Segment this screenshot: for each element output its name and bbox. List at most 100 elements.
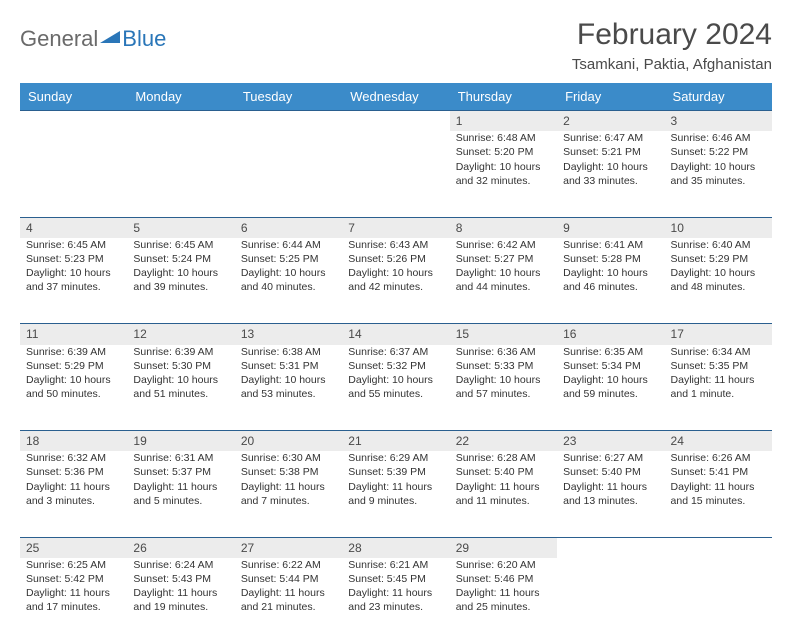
day-cell [127,131,234,217]
day-number: 15 [450,324,557,345]
daylight2-text: and 5 minutes. [133,494,228,508]
day-cell: Sunrise: 6:22 AMSunset: 5:44 PMDaylight:… [235,558,342,644]
daylight2-text: and 50 minutes. [26,387,121,401]
day-number [20,111,127,132]
daylight2-text: and 57 minutes. [456,387,551,401]
day-number: 12 [127,324,234,345]
sunset-text: Sunset: 5:28 PM [563,252,658,266]
day-number: 11 [20,324,127,345]
day-cell: Sunrise: 6:45 AMSunset: 5:24 PMDaylight:… [127,238,234,324]
day-number: 10 [665,217,772,238]
daylight2-text: and 53 minutes. [241,387,336,401]
weekday-header: Wednesday [342,83,449,111]
daylight1-text: Daylight: 10 hours [456,266,551,280]
sunrise-text: Sunrise: 6:41 AM [563,238,658,252]
daylight1-text: Daylight: 10 hours [563,266,658,280]
sunset-text: Sunset: 5:25 PM [241,252,336,266]
daylight2-text: and 11 minutes. [456,494,551,508]
sunset-text: Sunset: 5:20 PM [456,145,551,159]
day-cell [20,131,127,217]
sunset-text: Sunset: 5:22 PM [671,145,766,159]
sunset-text: Sunset: 5:40 PM [563,465,658,479]
day-cell [235,131,342,217]
day-cell: Sunrise: 6:41 AMSunset: 5:28 PMDaylight:… [557,238,664,324]
sunrise-text: Sunrise: 6:21 AM [348,558,443,572]
daylight2-text: and 7 minutes. [241,494,336,508]
day-cell: Sunrise: 6:36 AMSunset: 5:33 PMDaylight:… [450,345,557,431]
sunrise-text: Sunrise: 6:34 AM [671,345,766,359]
daylight1-text: Daylight: 10 hours [563,373,658,387]
day-number [557,537,664,558]
logo-text-blue: Blue [122,26,166,52]
detail-row: Sunrise: 6:45 AMSunset: 5:23 PM Daylight:… [20,238,772,324]
sunrise-text: Sunrise: 6:39 AM [26,345,121,359]
day-number: 3 [665,111,772,132]
day-number: 19 [127,431,234,452]
sunrise-text: Sunrise: 6:44 AM [241,238,336,252]
day-cell: Sunrise: 6:20 AMSunset: 5:46 PMDaylight:… [450,558,557,644]
daylight1-text: Daylight: 11 hours [133,586,228,600]
day-cell: Sunrise: 6:32 AMSunset: 5:36 PMDaylight:… [20,451,127,537]
day-number: 17 [665,324,772,345]
detail-row: Sunrise: 6:48 AMSunset: 5:20 PMDaylight:… [20,131,772,217]
day-number [127,111,234,132]
weekday-header: Monday [127,83,234,111]
daylight2-text: and 19 minutes. [133,600,228,614]
sunrise-text: Sunrise: 6:45 AM [26,238,121,252]
daylight1-text: Daylight: 11 hours [563,480,658,494]
day-cell: Sunrise: 6:38 AMSunset: 5:31 PMDaylight:… [235,345,342,431]
daylight2-text: and 9 minutes. [348,494,443,508]
daylight2-text: and 33 minutes. [563,174,658,188]
day-cell: Sunrise: 6:46 AMSunset: 5:22 PMDaylight:… [665,131,772,217]
daylight1-text: Daylight: 10 hours [348,373,443,387]
sunrise-text: Sunrise: 6:24 AM [133,558,228,572]
day-cell [665,558,772,644]
daylight2-text: and 59 minutes. [563,387,658,401]
day-number: 22 [450,431,557,452]
day-number: 9 [557,217,664,238]
daylight2-text: and 46 minutes. [563,280,658,294]
header: General Blue February 2024 Tsamkani, Pak… [20,18,772,73]
day-cell: Sunrise: 6:44 AMSunset: 5:25 PMDaylight:… [235,238,342,324]
detail-row: Sunrise: 6:25 AMSunset: 5:42 PMDaylight:… [20,558,772,644]
sunrise-text: Sunrise: 6:32 AM [26,451,121,465]
daylight2-text: and 55 minutes. [348,387,443,401]
logo: General Blue [20,18,166,52]
logo-text-general: General [20,26,98,52]
sunrise-text: Sunrise: 6:26 AM [671,451,766,465]
daylight1-text: Daylight: 10 hours [671,160,766,174]
sunset-text: Sunset: 5:40 PM [456,465,551,479]
day-number: 2 [557,111,664,132]
day-number: 14 [342,324,449,345]
sunset-text: Sunset: 5:41 PM [671,465,766,479]
sunrise-text: Sunrise: 6:28 AM [456,451,551,465]
sunrise-text: Sunrise: 6:30 AM [241,451,336,465]
day-cell: Sunrise: 6:47 AMSunset: 5:21 PMDaylight:… [557,131,664,217]
daynum-row: 11121314151617 [20,324,772,345]
sunset-text: Sunset: 5:33 PM [456,359,551,373]
sunset-text: Sunset: 5:23 PM [26,252,121,266]
day-number: 23 [557,431,664,452]
day-number: 13 [235,324,342,345]
sunset-text: Sunset: 5:29 PM [26,359,121,373]
daynum-row: 18192021222324 [20,431,772,452]
daylight1-text: Daylight: 11 hours [456,586,551,600]
day-cell: Sunrise: 6:43 AMSunset: 5:26 PMDaylight:… [342,238,449,324]
sunset-text: Sunset: 5:36 PM [26,465,121,479]
sunset-text: Sunset: 5:37 PM [133,465,228,479]
logo-triangle-icon [100,29,120,50]
day-cell: Sunrise: 6:26 AMSunset: 5:41 PMDaylight:… [665,451,772,537]
weekday-header: Friday [557,83,664,111]
daynum-row: 2526272829 [20,537,772,558]
sunset-text: Sunset: 5:35 PM [671,359,766,373]
day-cell: Sunrise: 6:31 AMSunset: 5:37 PMDaylight:… [127,451,234,537]
sunrise-text: Sunrise: 6:40 AM [671,238,766,252]
day-cell: Sunrise: 6:27 AMSunset: 5:40 PMDaylight:… [557,451,664,537]
daylight2-text: and 21 minutes. [241,600,336,614]
daylight1-text: Daylight: 11 hours [671,373,766,387]
sunrise-text: Sunrise: 6:20 AM [456,558,551,572]
daylight2-text: and 48 minutes. [671,280,766,294]
day-cell [342,131,449,217]
daylight2-text: and 17 minutes. [26,600,121,614]
daylight1-text: Daylight: 10 hours [671,266,766,280]
